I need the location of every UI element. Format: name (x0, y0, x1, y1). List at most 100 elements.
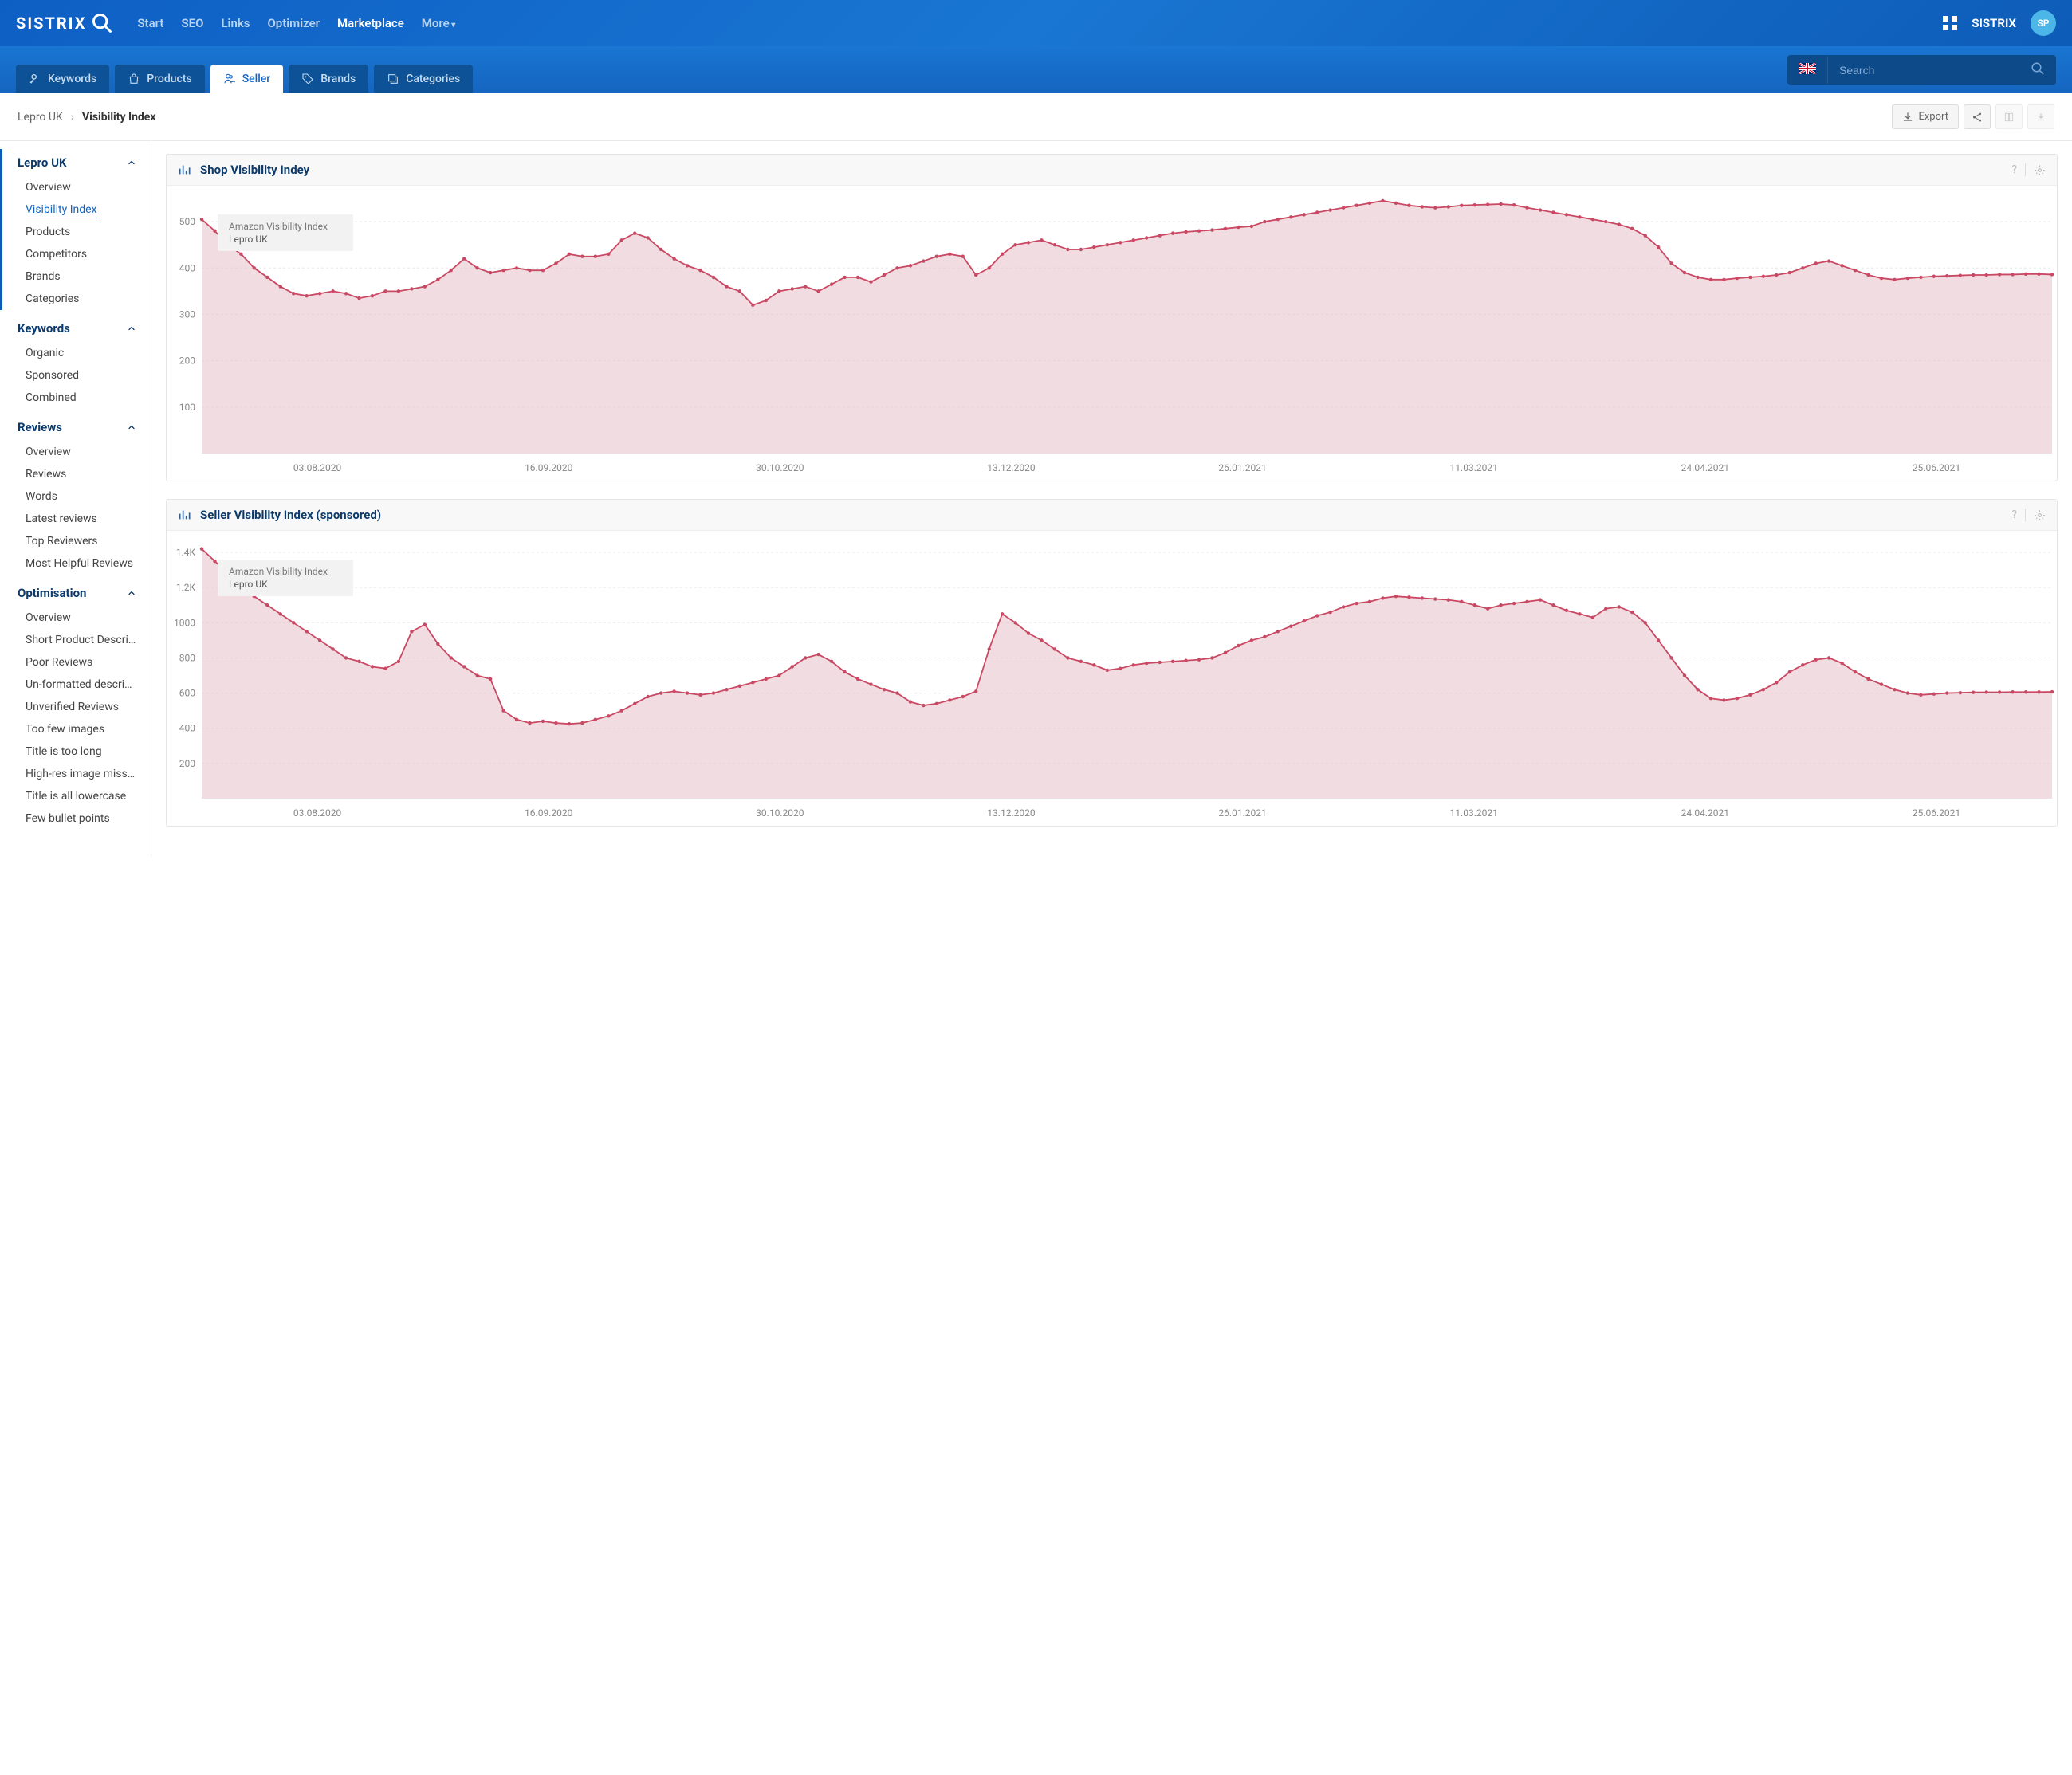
download2-button[interactable] (2027, 104, 2054, 129)
topnav-link[interactable]: Start (137, 16, 163, 30)
svg-text:1000: 1000 (174, 617, 195, 628)
tab-label: Keywords (48, 73, 96, 85)
sidebar-item[interactable]: Overview (0, 176, 151, 198)
chart-svg-1: 10020030040050003.08.202016.09.202030.10… (167, 190, 2057, 477)
sidebar-item[interactable]: Latest reviews (0, 508, 151, 530)
tab-keywords[interactable]: Keywords (16, 65, 109, 93)
sidebar-item[interactable]: Top Reviewers (0, 530, 151, 552)
svg-text:1.2K: 1.2K (176, 582, 196, 593)
main-area: Lepro UK Overview Visibility Index Products… (0, 141, 2072, 857)
gear-icon[interactable] (2034, 164, 2046, 176)
sidebar-item[interactable]: Categories (0, 288, 151, 310)
sidebar-group-header[interactable]: Reviews (0, 414, 151, 441)
sidebar-item[interactable]: Reviews (0, 463, 151, 485)
sidebar-item[interactable]: Visibility Index (0, 198, 151, 221)
search-input[interactable] (1828, 56, 2019, 84)
share-icon (1972, 112, 1983, 123)
sidebar-item-label: Brands (26, 270, 61, 283)
svg-text:24.04.2021: 24.04.2021 (1681, 807, 1729, 819)
svg-text:100: 100 (179, 402, 195, 413)
sidebar-item-label: Overview (26, 181, 71, 194)
topnav-link[interactable]: More ▾ (422, 16, 455, 30)
sidebar-item-label: Visibility Index (26, 203, 97, 218)
sidebar-item[interactable]: Poor Reviews (0, 651, 151, 673)
avatar[interactable]: SP (2031, 10, 2056, 36)
sidebar-item[interactable]: Overview (0, 607, 151, 629)
svg-text:25.06.2021: 25.06.2021 (1913, 462, 1960, 473)
sidebar-group-header[interactable]: Keywords (0, 315, 151, 342)
sidebar-group-header[interactable]: Lepro UK (0, 149, 151, 176)
chart-icon (178, 163, 191, 176)
svg-text:400: 400 (179, 262, 195, 273)
topnav-link[interactable]: Optimizer (267, 16, 320, 30)
search-icon (2031, 61, 2045, 76)
book-button[interactable] (1995, 104, 2023, 129)
sidebar-item[interactable]: Short Product Descripti… (0, 629, 151, 651)
sidebar-item[interactable]: Combined (0, 387, 151, 409)
sidebar-item-label: Few bullet points (26, 812, 110, 825)
tab-products[interactable]: Products (115, 65, 205, 93)
topnav-link[interactable]: Links (221, 16, 250, 30)
panel-actions: ? (2011, 509, 2046, 521)
sidebar-item-label: Title is all lowercase (26, 790, 126, 803)
avatar-initials: SP (2037, 18, 2049, 29)
sidebar-item[interactable]: Competitors (0, 243, 151, 265)
tab-categories[interactable]: Categories (374, 65, 473, 93)
chevron-up-icon (127, 588, 136, 598)
sidebar-item[interactable]: Unverified Reviews (0, 696, 151, 718)
svg-text:24.04.2021: 24.04.2021 (1681, 462, 1729, 473)
sidebar-item[interactable]: Un-formatted descriptio… (0, 673, 151, 696)
topnav-link[interactable]: SEO (181, 16, 203, 30)
gear-icon[interactable] (2034, 509, 2046, 521)
search-logo-icon (91, 12, 113, 34)
sidebar-item[interactable]: Most Helpful Reviews (0, 552, 151, 575)
sidebar-item[interactable]: Products (0, 221, 151, 243)
tab-label: Categories (406, 73, 460, 85)
sidebar-item[interactable]: Brands (0, 265, 151, 288)
svg-text:200: 200 (179, 758, 195, 769)
svg-text:300: 300 (179, 308, 195, 320)
sidebar-group-title: Optimisation (18, 586, 86, 600)
topnav-link[interactable]: Marketplace (337, 16, 404, 30)
legend-line1: Amazon Visibility Index (229, 566, 342, 577)
help-icon[interactable]: ? (2011, 163, 2017, 176)
share-button[interactable] (1964, 104, 1991, 129)
tag-icon (301, 73, 314, 85)
sidebar-group-title: Reviews (18, 420, 62, 434)
svg-text:1.4K: 1.4K (176, 547, 196, 558)
panel-header: Shop Visibility Indey ? (167, 155, 2057, 186)
tab-brands[interactable]: Brands (289, 65, 368, 93)
sidebar-item[interactable]: Sponsored (0, 364, 151, 387)
panel-shop-visibility: Shop Visibility Indey ? Amazon Visibilit… (166, 154, 2058, 481)
svg-text:30.10.2020: 30.10.2020 (756, 462, 804, 473)
breadcrumb-bar: Lepro UK › Visibility Index Export (0, 93, 2072, 141)
sidebar-item[interactable]: High-res image missing (0, 763, 151, 785)
svg-text:03.08.2020: 03.08.2020 (293, 462, 342, 473)
sidebar-item[interactable]: Title is too long (0, 740, 151, 763)
tab-seller[interactable]: Seller (210, 65, 284, 93)
sidebar-item[interactable]: Organic (0, 342, 151, 364)
logo[interactable]: SISTRIX (16, 12, 113, 34)
sidebar-item[interactable]: Title is all lowercase (0, 785, 151, 807)
sidebar-group-title: Keywords (18, 321, 70, 336)
country-flag[interactable] (1787, 57, 1828, 84)
sidebar-item-label: Poor Reviews (26, 656, 92, 669)
export-button[interactable]: Export (1892, 104, 1959, 129)
breadcrumb-parent[interactable]: Lepro UK (18, 111, 63, 124)
sidebar-item[interactable]: Overview (0, 441, 151, 463)
panel-title-text: Seller Visibility Index (sponsored) (200, 508, 381, 522)
sidebar-group-header[interactable]: Optimisation (0, 579, 151, 607)
sidebar-item[interactable]: Few bullet points (0, 807, 151, 830)
search-button[interactable] (2019, 55, 2056, 85)
svg-text:13.12.2020: 13.12.2020 (987, 462, 1036, 473)
svg-text:200: 200 (179, 355, 195, 367)
apps-icon[interactable] (1943, 16, 1957, 30)
help-icon[interactable]: ? (2011, 509, 2017, 521)
svg-text:25.06.2021: 25.06.2021 (1913, 807, 1960, 819)
sidebar-item[interactable]: Words (0, 485, 151, 508)
svg-text:400: 400 (179, 723, 195, 734)
panel-header: Seller Visibility Index (sponsored) ? (167, 500, 2057, 531)
sidebar-item[interactable]: Too few images (0, 718, 151, 740)
export-label: Export (1918, 111, 1948, 123)
brand-label[interactable]: SISTRIX (1972, 16, 2016, 30)
